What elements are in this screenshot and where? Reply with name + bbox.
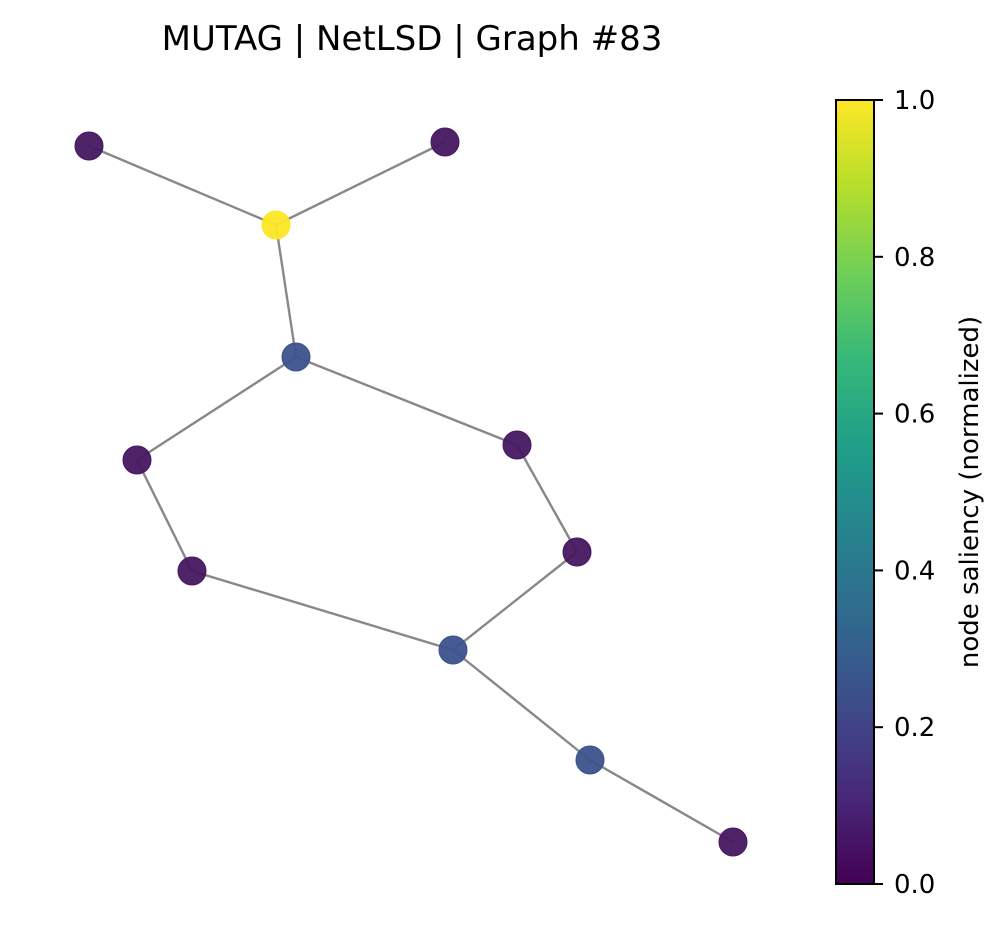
colorbar-ticks: 0.0 0.2 0.4 0.6 0.8 1.0 [874, 86, 935, 900]
colorbar-label: node saliency (normalized) [955, 316, 985, 668]
edge-n2-n3 [274, 224, 298, 358]
edge-n8-n9 [452, 649, 591, 761]
node-n9 [575, 745, 605, 775]
node-n2 [261, 210, 291, 240]
colorbar-tick-label: 0.8 [894, 243, 935, 273]
edge-n3-n4 [136, 355, 297, 462]
node-n3 [281, 342, 311, 372]
node-n4 [122, 445, 152, 475]
colorbar-tick-label: 0.6 [894, 400, 935, 430]
graph-nodes [74, 127, 748, 857]
colorbar: 0.0 0.2 0.4 0.6 0.8 1.0 node saliency (normal… [835, 86, 985, 900]
node-n10 [718, 827, 748, 857]
node-n5 [502, 430, 532, 460]
colorbar-tick-label: 1.0 [894, 86, 935, 116]
edge-n1-n2 [275, 140, 446, 227]
edge-n3-n5 [295, 355, 518, 447]
colorbar-tick-label: 0.2 [894, 713, 935, 743]
node-n1 [430, 127, 460, 157]
edge-n9-n10 [589, 758, 734, 844]
edge-n4-n6 [135, 459, 194, 572]
edge-n7-n8 [452, 551, 578, 651]
colorbar-tick-label: 0.0 [894, 870, 935, 900]
edge-n6-n8 [191, 569, 454, 652]
edge-n0-n2 [88, 144, 277, 227]
node-n7 [562, 537, 592, 567]
chart-title: MUTAG | NetLSD | Graph #83 [162, 19, 663, 59]
edge-n5-n7 [515, 444, 579, 553]
node-n0 [74, 131, 104, 161]
node-n6 [177, 556, 207, 586]
colorbar-gradient [835, 99, 875, 885]
graph-edges [88, 140, 734, 844]
node-n8 [438, 635, 468, 665]
colorbar-tick-label: 0.4 [894, 556, 935, 586]
